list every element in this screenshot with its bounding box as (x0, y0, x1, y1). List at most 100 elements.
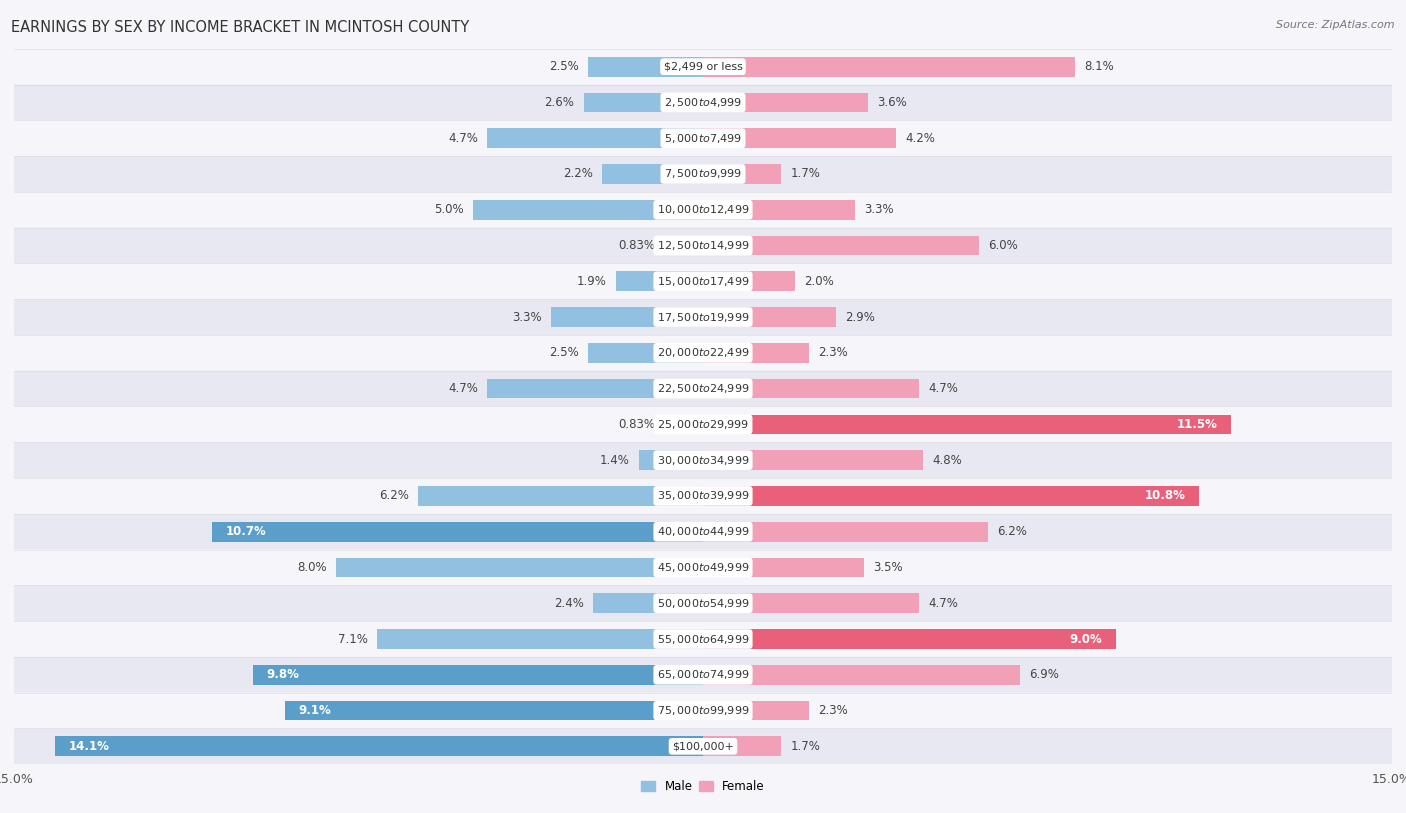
Text: 8.0%: 8.0% (297, 561, 326, 574)
Text: $50,000 to $54,999: $50,000 to $54,999 (657, 597, 749, 610)
Text: 9.0%: 9.0% (1070, 633, 1102, 646)
Bar (336, 558, 703, 577)
Bar (703, 415, 1232, 434)
Text: 2.4%: 2.4% (554, 597, 583, 610)
Text: 2.2%: 2.2% (562, 167, 593, 180)
Text: 0.83%: 0.83% (619, 239, 655, 252)
Bar (703, 665, 1019, 685)
Text: 4.7%: 4.7% (928, 597, 957, 610)
Text: 9.8%: 9.8% (267, 668, 299, 681)
Bar (703, 558, 863, 577)
FancyBboxPatch shape (14, 335, 1392, 371)
Text: $12,500 to $14,999: $12,500 to $14,999 (657, 239, 749, 252)
Text: $5,000 to $7,499: $5,000 to $7,499 (664, 132, 742, 145)
Bar (665, 415, 703, 434)
Bar (703, 737, 782, 756)
Bar (703, 272, 794, 291)
FancyBboxPatch shape (14, 406, 1392, 442)
Text: 3.5%: 3.5% (873, 561, 903, 574)
Bar (211, 522, 703, 541)
Text: 1.4%: 1.4% (599, 454, 630, 467)
Bar (588, 57, 703, 76)
Text: 10.8%: 10.8% (1144, 489, 1185, 502)
Bar (703, 200, 855, 220)
FancyBboxPatch shape (14, 263, 1392, 299)
Bar (593, 593, 703, 613)
FancyBboxPatch shape (14, 478, 1392, 514)
Text: 4.8%: 4.8% (932, 454, 962, 467)
Text: 4.7%: 4.7% (449, 382, 478, 395)
Text: 2.6%: 2.6% (544, 96, 575, 109)
Text: 5.0%: 5.0% (434, 203, 464, 216)
Bar (703, 522, 988, 541)
Bar (703, 486, 1199, 506)
Text: 6.2%: 6.2% (997, 525, 1026, 538)
Bar (703, 593, 920, 613)
Text: 3.3%: 3.3% (513, 311, 543, 324)
FancyBboxPatch shape (14, 192, 1392, 228)
Bar (55, 737, 703, 756)
Bar (551, 307, 703, 327)
Text: $40,000 to $44,999: $40,000 to $44,999 (657, 525, 749, 538)
Bar (703, 701, 808, 720)
FancyBboxPatch shape (14, 120, 1392, 156)
Text: $55,000 to $64,999: $55,000 to $64,999 (657, 633, 749, 646)
Text: 2.3%: 2.3% (818, 704, 848, 717)
Text: $20,000 to $22,499: $20,000 to $22,499 (657, 346, 749, 359)
Bar (703, 93, 869, 112)
Bar (474, 200, 703, 220)
FancyBboxPatch shape (14, 442, 1392, 478)
FancyBboxPatch shape (14, 550, 1392, 585)
FancyBboxPatch shape (14, 371, 1392, 406)
Text: 1.7%: 1.7% (790, 167, 820, 180)
Text: 6.0%: 6.0% (988, 239, 1018, 252)
Text: 2.5%: 2.5% (550, 60, 579, 73)
Bar (665, 236, 703, 255)
Bar (703, 307, 837, 327)
Text: Source: ZipAtlas.com: Source: ZipAtlas.com (1277, 20, 1395, 30)
Text: 0.83%: 0.83% (619, 418, 655, 431)
Bar (418, 486, 703, 506)
Text: 4.7%: 4.7% (928, 382, 957, 395)
Text: $100,000+: $100,000+ (672, 741, 734, 751)
Bar (703, 128, 896, 148)
Text: 14.1%: 14.1% (69, 740, 110, 753)
FancyBboxPatch shape (14, 693, 1392, 728)
Text: 2.5%: 2.5% (550, 346, 579, 359)
Text: 4.2%: 4.2% (905, 132, 935, 145)
Bar (616, 272, 703, 291)
Text: 8.1%: 8.1% (1084, 60, 1114, 73)
FancyBboxPatch shape (14, 228, 1392, 263)
Text: $2,500 to $4,999: $2,500 to $4,999 (664, 96, 742, 109)
Text: $15,000 to $17,499: $15,000 to $17,499 (657, 275, 749, 288)
Text: 11.5%: 11.5% (1177, 418, 1218, 431)
Bar (703, 236, 979, 255)
Text: 2.0%: 2.0% (804, 275, 834, 288)
Bar (703, 57, 1076, 76)
Bar (486, 379, 703, 398)
Text: 9.1%: 9.1% (299, 704, 332, 717)
Bar (377, 629, 703, 649)
Text: 4.7%: 4.7% (449, 132, 478, 145)
FancyBboxPatch shape (14, 85, 1392, 120)
Bar (285, 701, 703, 720)
FancyBboxPatch shape (14, 514, 1392, 550)
Text: $22,500 to $24,999: $22,500 to $24,999 (657, 382, 749, 395)
Text: $7,500 to $9,999: $7,500 to $9,999 (664, 167, 742, 180)
Text: $30,000 to $34,999: $30,000 to $34,999 (657, 454, 749, 467)
Text: 2.9%: 2.9% (845, 311, 876, 324)
Text: 3.3%: 3.3% (863, 203, 893, 216)
Text: $25,000 to $29,999: $25,000 to $29,999 (657, 418, 749, 431)
Text: 10.7%: 10.7% (225, 525, 266, 538)
Bar (486, 128, 703, 148)
Text: $2,499 or less: $2,499 or less (664, 62, 742, 72)
Text: 6.9%: 6.9% (1029, 668, 1059, 681)
Text: $75,000 to $99,999: $75,000 to $99,999 (657, 704, 749, 717)
Text: 7.1%: 7.1% (337, 633, 368, 646)
FancyBboxPatch shape (14, 728, 1392, 764)
FancyBboxPatch shape (14, 657, 1392, 693)
FancyBboxPatch shape (14, 49, 1392, 85)
FancyBboxPatch shape (14, 299, 1392, 335)
Text: 3.6%: 3.6% (877, 96, 907, 109)
Text: $45,000 to $49,999: $45,000 to $49,999 (657, 561, 749, 574)
